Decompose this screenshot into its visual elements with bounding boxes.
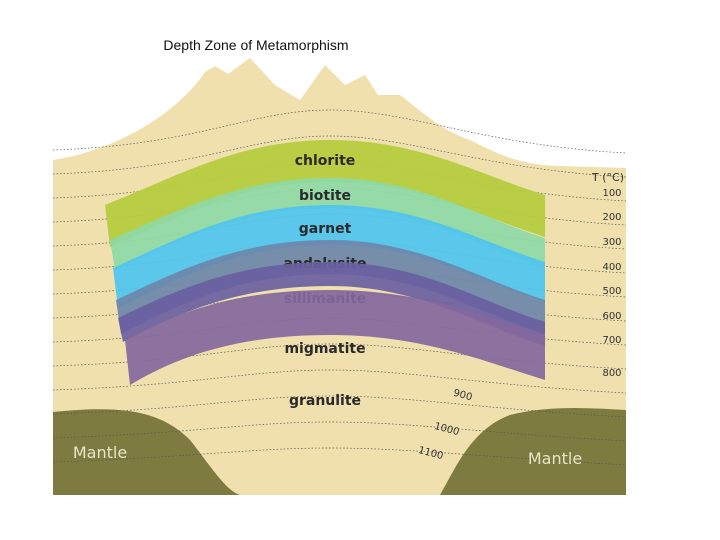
isotherm-line: [52, 421, 627, 442]
mantle-label: Mantle: [528, 449, 582, 468]
zone-label: migmatite: [284, 341, 365, 357]
isotherm-label: 900: [452, 388, 473, 404]
isotherm-label: 300: [602, 237, 621, 248]
isotherm-line: [52, 135, 627, 178]
zone-label: granulite: [289, 393, 361, 409]
isotherm-label: 500: [602, 286, 621, 297]
isotherm-line: [52, 447, 627, 466]
isotherm-line: [52, 369, 627, 394]
zone-band: [105, 140, 545, 247]
zone-band: [113, 205, 545, 308]
isotherm-line: [52, 395, 627, 418]
zone-label: biotite: [299, 188, 351, 204]
zone-band: [118, 262, 545, 346]
temperature-label: T (°C): [591, 171, 624, 184]
zone-label: chlorite: [295, 153, 356, 169]
isotherm-label: 700: [602, 335, 621, 346]
zone-band: [116, 240, 545, 334]
isotherm-line: [52, 109, 627, 154]
isotherm-label: 400: [602, 262, 621, 273]
isotherm-label: 600: [602, 311, 621, 322]
zone-band: [110, 178, 545, 270]
title: Depth Zone of Metamorphism: [163, 37, 348, 53]
zone-label: garnet: [299, 221, 352, 237]
isotherm-label: 200: [602, 212, 621, 223]
isotherm-label: 100: [602, 188, 621, 199]
isotherm-label: 800: [602, 368, 621, 379]
mantle-label: Mantle: [73, 443, 127, 462]
zone-band: [125, 290, 545, 385]
mantle: [53, 407, 626, 495]
